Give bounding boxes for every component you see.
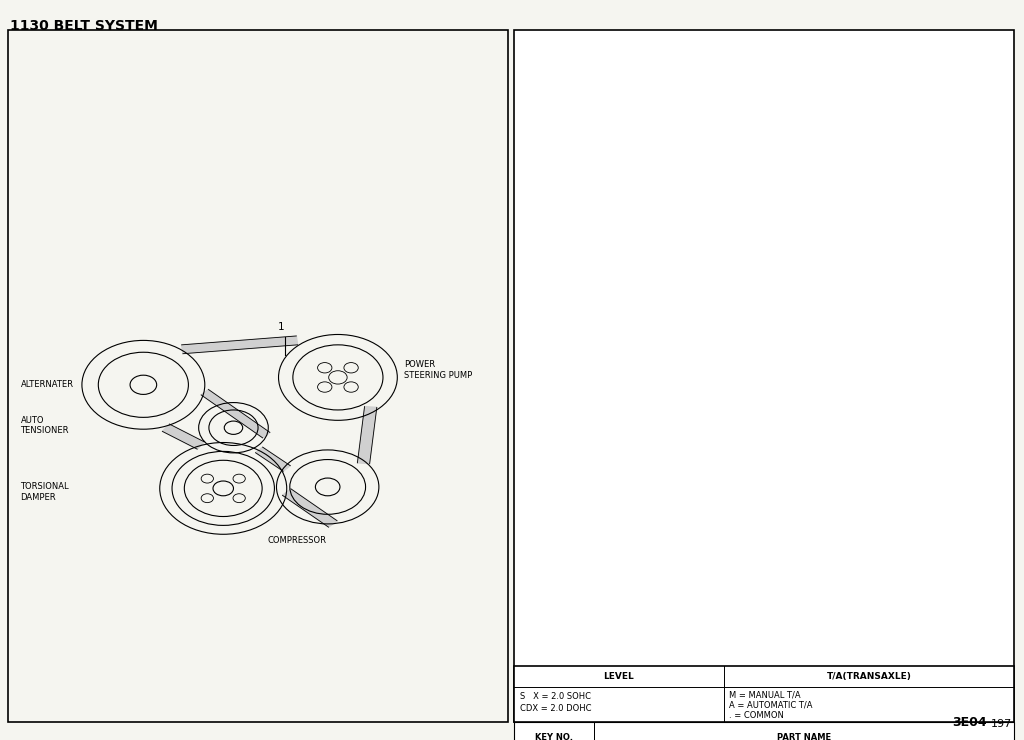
Polygon shape xyxy=(357,406,377,464)
Polygon shape xyxy=(163,424,204,449)
Polygon shape xyxy=(201,389,270,438)
Text: 1: 1 xyxy=(279,321,285,332)
Polygon shape xyxy=(283,489,337,527)
Text: M = MANUAL T/A: M = MANUAL T/A xyxy=(729,690,801,699)
Text: 3E04: 3E04 xyxy=(952,716,986,729)
Text: LEVEL: LEVEL xyxy=(603,672,634,682)
Text: ALTERNATER: ALTERNATER xyxy=(20,380,74,389)
Polygon shape xyxy=(181,336,298,354)
Text: KEY NO.: KEY NO. xyxy=(535,733,573,740)
Bar xyxy=(8,30,508,722)
Text: CDX = 2.0 DOHC: CDX = 2.0 DOHC xyxy=(520,704,592,713)
Text: 1130 BELT SYSTEM: 1130 BELT SYSTEM xyxy=(10,18,158,33)
Bar xyxy=(927,709,1012,736)
Text: T/A(TRANSAXLE): T/A(TRANSAXLE) xyxy=(826,672,911,682)
Text: S   X = 2.0 SOHC: S X = 2.0 SOHC xyxy=(520,692,591,701)
Text: AUTO
TENSIONER: AUTO TENSIONER xyxy=(20,416,69,435)
Bar xyxy=(514,30,1014,722)
Text: COMPRESSOR: COMPRESSOR xyxy=(267,536,327,545)
Text: A = AUTOMATIC T/A: A = AUTOMATIC T/A xyxy=(729,701,813,710)
Bar xyxy=(514,666,1014,722)
Text: 197: 197 xyxy=(990,719,1012,730)
Text: TORSIONAL
DAMPER: TORSIONAL DAMPER xyxy=(20,482,69,502)
Text: POWER
STEERING PUMP: POWER STEERING PUMP xyxy=(404,360,473,380)
Polygon shape xyxy=(256,447,290,471)
Text: PART NAME: PART NAME xyxy=(777,733,830,740)
Bar xyxy=(514,722,1014,740)
Text: . = COMMON: . = COMMON xyxy=(729,711,784,720)
